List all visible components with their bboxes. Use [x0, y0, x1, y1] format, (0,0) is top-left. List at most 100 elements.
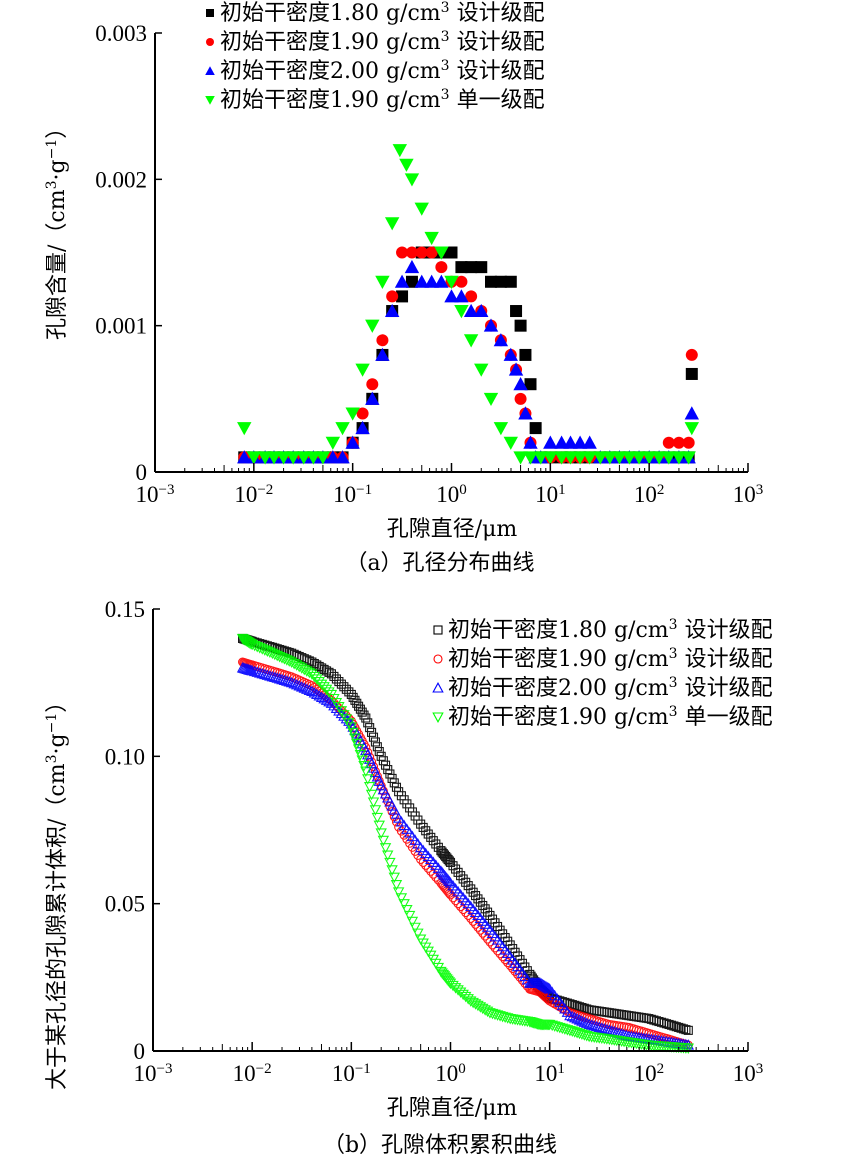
data-point — [454, 289, 469, 303]
legend-label-sup: 3 — [669, 704, 678, 720]
panel-a-x-ticks: 10−3 10−2 10−1 100 101 102 103 — [136, 463, 763, 507]
data-point — [547, 997, 557, 1007]
data-point — [572, 451, 588, 465]
legend-label-suffix: 单一级配 — [450, 88, 545, 113]
data-point — [582, 451, 597, 465]
data-point — [365, 319, 380, 333]
data-point — [418, 822, 428, 832]
data-point — [370, 737, 380, 747]
data-point — [470, 891, 481, 901]
data-point — [428, 869, 438, 879]
data-point — [456, 871, 466, 881]
data-point — [508, 362, 524, 376]
data-point — [301, 683, 313, 694]
data-point — [376, 334, 389, 347]
data-point — [384, 303, 400, 318]
data-point — [367, 727, 377, 737]
data-point — [453, 867, 463, 877]
data-point — [510, 305, 523, 318]
data-point — [246, 451, 262, 465]
data-point — [251, 642, 263, 653]
x-tick-label: 101 — [534, 1061, 565, 1086]
data-point — [394, 274, 410, 288]
data-point — [356, 755, 368, 766]
data-point — [461, 877, 471, 887]
ylabel-sup1: 3 — [44, 754, 60, 763]
data-point — [261, 669, 274, 680]
legend-label: 初始干密度1.90 g/cm3 设计级配 — [448, 646, 773, 672]
data-point — [398, 899, 410, 910]
data-point — [513, 451, 528, 465]
legend-item: 初始干密度2.00 g/cm3 设计级配 — [432, 675, 773, 701]
data-point — [463, 881, 473, 891]
data-point — [481, 1006, 494, 1018]
data-point — [563, 435, 578, 449]
ylabel-main: 大于某孔径的孔隙累计体积/（cm — [45, 763, 70, 1090]
x-tick-exponent: 2 — [657, 1061, 665, 1077]
data-point — [325, 450, 341, 464]
data-point — [585, 1019, 598, 1030]
data-point — [244, 638, 256, 649]
data-point — [343, 715, 355, 726]
data-point — [363, 718, 373, 728]
data-point — [335, 422, 350, 436]
data-point — [445, 857, 456, 867]
legend-item: 初始干密度1.90 g/cm3 单一级配 — [205, 87, 545, 113]
data-point — [281, 675, 293, 686]
data-point — [355, 420, 370, 435]
legend-label-suffix: 设计级配 — [678, 618, 773, 643]
data-point — [451, 896, 461, 906]
legend-label-sup: 3 — [669, 646, 678, 662]
data-point — [396, 290, 409, 303]
data-point — [500, 955, 510, 965]
x-tick-base: 10 — [534, 1061, 557, 1086]
data-point — [443, 887, 453, 897]
x-tick-base: 10 — [634, 482, 657, 507]
data-point — [269, 671, 281, 683]
legend-label-sup: 3 — [441, 0, 450, 16]
ylabel-end: ） — [45, 691, 70, 713]
panel-b-y-ticks: 0 0.05 0.10 0.15 — [105, 597, 160, 1064]
data-point — [543, 435, 558, 449]
data-point — [493, 333, 509, 347]
data-point — [424, 274, 439, 288]
panel-b-x-ticks: 10−3 10−2 10−1 100 101 102 103 — [134, 1042, 763, 1086]
data-point — [264, 670, 276, 681]
legend-marker-icon — [433, 625, 443, 635]
data-point — [678, 1024, 689, 1034]
data-point — [571, 1013, 583, 1024]
x-tick-label: 10−1 — [332, 1061, 371, 1086]
data-point — [465, 900, 477, 912]
data-point — [448, 861, 458, 871]
data-point — [425, 246, 438, 259]
data-point — [468, 887, 478, 897]
data-point — [493, 422, 509, 436]
data-point — [469, 906, 482, 918]
data-point — [435, 261, 448, 274]
data-point — [661, 451, 677, 465]
data-point — [454, 888, 467, 900]
data-point — [685, 348, 698, 361]
data-point — [320, 684, 333, 696]
data-point — [311, 674, 323, 685]
legend-label-main: 初始干密度1.90 g/cm — [448, 705, 669, 730]
ylabel-end: ） — [45, 117, 70, 139]
data-point — [424, 231, 439, 246]
legend-label-suffix: 设计级配 — [450, 1, 545, 26]
legend-label-sup: 3 — [441, 87, 450, 103]
data-point — [303, 684, 316, 695]
data-point — [426, 832, 436, 842]
x-tick-exponent: −3 — [159, 482, 175, 498]
data-point — [306, 451, 321, 465]
data-point — [541, 981, 553, 993]
data-point — [321, 666, 332, 676]
data-point — [395, 893, 408, 904]
data-point — [430, 859, 442, 870]
x-tick-base: 10 — [136, 482, 159, 507]
data-point — [237, 422, 252, 436]
legend-label: 初始干密度2.00 g/cm3 设计级配 — [220, 58, 545, 84]
data-point — [566, 1010, 579, 1022]
data-point — [418, 857, 428, 867]
data-point — [404, 259, 420, 274]
data-point — [572, 435, 588, 449]
